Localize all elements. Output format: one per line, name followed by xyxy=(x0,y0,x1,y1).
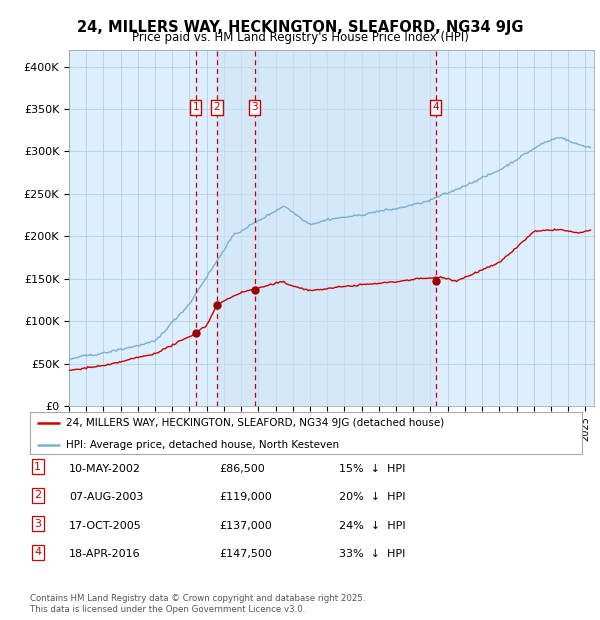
Text: 17-OCT-2005: 17-OCT-2005 xyxy=(69,521,142,531)
Text: 20%  ↓  HPI: 20% ↓ HPI xyxy=(339,492,406,502)
Text: 18-APR-2016: 18-APR-2016 xyxy=(69,549,140,559)
Text: 07-AUG-2003: 07-AUG-2003 xyxy=(69,492,143,502)
Text: HPI: Average price, detached house, North Kesteven: HPI: Average price, detached house, Nort… xyxy=(66,440,339,450)
Text: £86,500: £86,500 xyxy=(219,464,265,474)
Text: 24, MILLERS WAY, HECKINGTON, SLEAFORD, NG34 9JG (detached house): 24, MILLERS WAY, HECKINGTON, SLEAFORD, N… xyxy=(66,418,444,428)
Text: £119,000: £119,000 xyxy=(219,492,272,502)
Text: Price paid vs. HM Land Registry's House Price Index (HPI): Price paid vs. HM Land Registry's House … xyxy=(131,31,469,44)
Text: £137,000: £137,000 xyxy=(219,521,272,531)
Text: 1: 1 xyxy=(193,102,199,112)
Text: 10-MAY-2002: 10-MAY-2002 xyxy=(69,464,141,474)
Text: 24%  ↓  HPI: 24% ↓ HPI xyxy=(339,521,406,531)
Text: 4: 4 xyxy=(433,102,439,112)
Text: £147,500: £147,500 xyxy=(219,549,272,559)
Bar xyxy=(217,50,436,406)
Text: 15%  ↓  HPI: 15% ↓ HPI xyxy=(339,464,406,474)
Text: 3: 3 xyxy=(34,519,41,529)
Text: 4: 4 xyxy=(34,547,41,557)
Text: 1: 1 xyxy=(34,462,41,472)
Text: 2: 2 xyxy=(34,490,41,500)
Text: 33%  ↓  HPI: 33% ↓ HPI xyxy=(339,549,406,559)
Text: 3: 3 xyxy=(251,102,258,112)
Text: 2: 2 xyxy=(214,102,220,112)
Text: Contains HM Land Registry data © Crown copyright and database right 2025.
This d: Contains HM Land Registry data © Crown c… xyxy=(30,595,365,614)
Text: 24, MILLERS WAY, HECKINGTON, SLEAFORD, NG34 9JG: 24, MILLERS WAY, HECKINGTON, SLEAFORD, N… xyxy=(77,20,523,35)
